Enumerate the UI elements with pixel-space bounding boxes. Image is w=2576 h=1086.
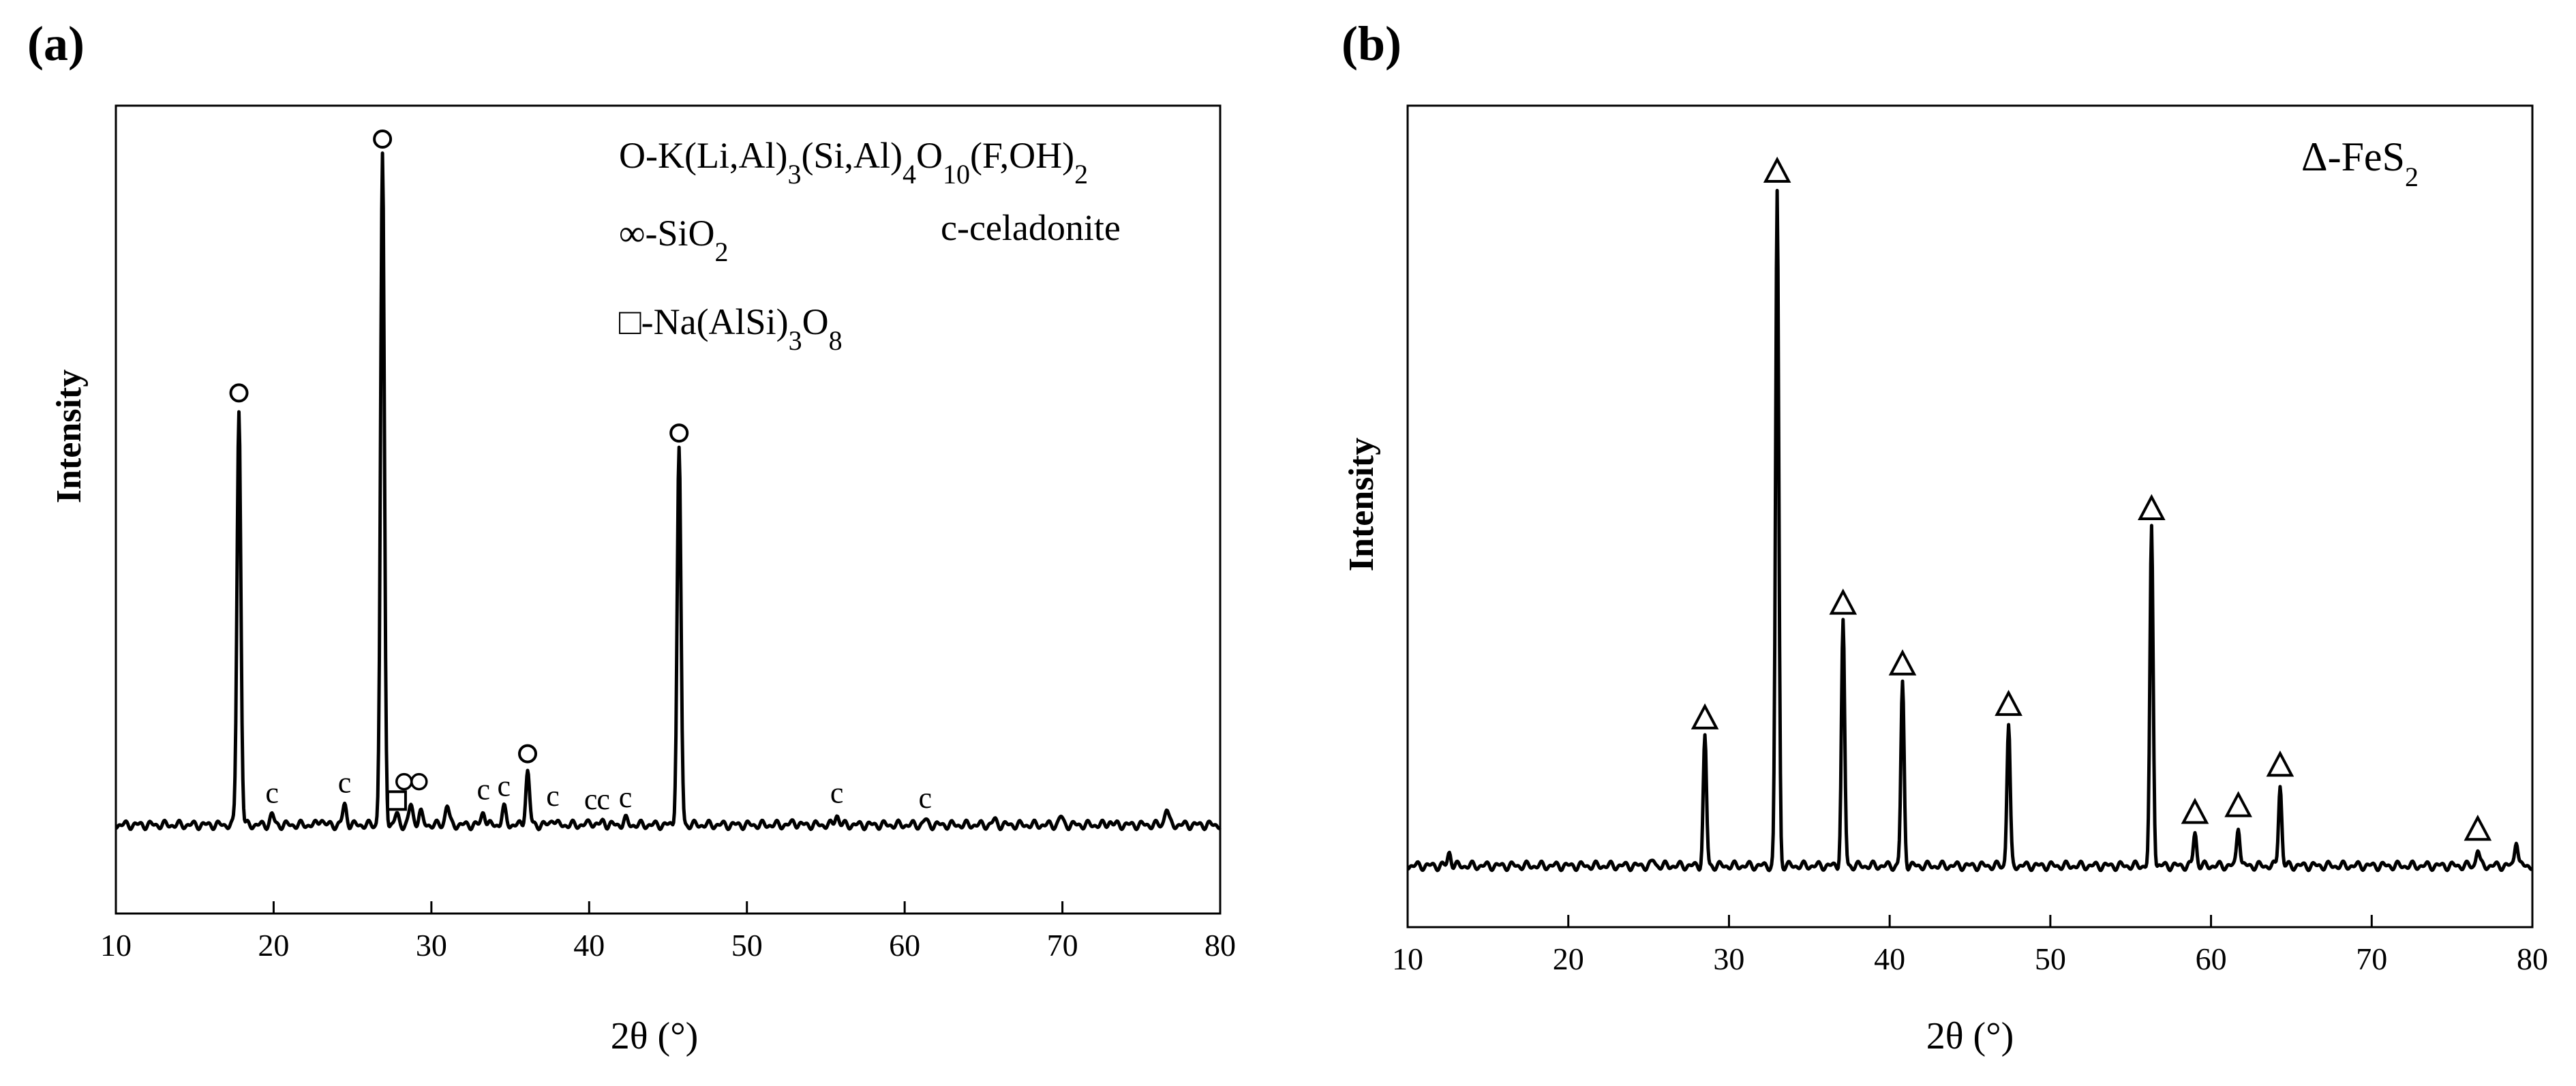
peak-marker-c: c bbox=[830, 776, 844, 809]
peak-marker-triangle bbox=[1995, 689, 2022, 717]
peak-marker-triangle bbox=[2181, 798, 2209, 824]
x-tick-label: 50 bbox=[731, 928, 763, 963]
peak-marker-circle bbox=[669, 423, 689, 443]
x-tick-label: 20 bbox=[258, 928, 289, 963]
peak-marker-triangle bbox=[2464, 814, 2492, 841]
x-tick-label: 40 bbox=[1874, 941, 1905, 976]
x-tick-label: 60 bbox=[889, 928, 920, 963]
peak-marker-c: c bbox=[584, 783, 598, 816]
panel-a-label: (a) bbox=[27, 16, 85, 71]
peak-marker-c: c bbox=[265, 776, 279, 809]
x-tick-label: 10 bbox=[1392, 941, 1423, 976]
peak-marker-c: c bbox=[338, 766, 352, 800]
peak-marker-triangle bbox=[1888, 649, 1917, 676]
peak-marker-square bbox=[386, 790, 407, 811]
panel-b-plot-frame bbox=[1406, 104, 2534, 929]
peak-marker-c: c bbox=[918, 781, 932, 815]
panel-a-legend: O-K(Li,Al)3(Si,Al)4O10(F,OH)2 ∞-SiO2 □-N… bbox=[619, 135, 1121, 356]
peak-marker-triangle bbox=[1763, 156, 1791, 183]
x-tick-label: 80 bbox=[1204, 928, 1236, 963]
peak-marker-double-circle bbox=[395, 772, 413, 791]
peak-marker-circle bbox=[229, 383, 249, 403]
panel-b-pattern-line bbox=[1406, 189, 2534, 873]
panel-b-x-axis-label: 2θ (°) bbox=[1926, 1015, 2014, 1057]
peak-marker-triangle bbox=[1829, 588, 1858, 615]
panel-a-pattern-line bbox=[115, 151, 1222, 832]
x-tick-label: 20 bbox=[1553, 941, 1584, 976]
peak-marker-c: c bbox=[476, 772, 490, 806]
legend-entry-sio2: ∞-SiO2 bbox=[619, 213, 729, 267]
peak-marker-c: c bbox=[619, 781, 633, 814]
x-tick-label: 40 bbox=[573, 928, 605, 963]
peak-marker-c: c bbox=[596, 783, 610, 816]
panel-b-x-ticks: 10 20 30 40 50 60 70 80 bbox=[1392, 915, 2548, 976]
peak-marker-circle bbox=[518, 744, 538, 764]
panel-b-label: (b) bbox=[1342, 16, 1401, 71]
panel-a-plot-frame bbox=[115, 104, 1222, 915]
peak-marker-circle bbox=[373, 130, 393, 149]
peak-marker-double-circle bbox=[410, 772, 428, 791]
x-tick-label: 70 bbox=[1047, 928, 1078, 963]
panel-a-x-axis-label: 2θ (°) bbox=[611, 1015, 699, 1057]
panel-b-peak-markers bbox=[1691, 156, 2492, 841]
legend-entry-celadonite: c-celadonite bbox=[941, 207, 1121, 248]
panel-b-y-axis-label: Intensity bbox=[1342, 438, 1381, 571]
x-tick-label: 80 bbox=[2517, 941, 2548, 976]
peak-marker-triangle bbox=[2138, 494, 2166, 520]
panel-a-peak-markers: c c c c c cc c c c bbox=[229, 130, 932, 816]
peak-marker-triangle bbox=[1691, 703, 1719, 729]
x-tick-label: 30 bbox=[1713, 941, 1744, 976]
legend-entry-albite: □-Na(AlSi)3O8 bbox=[619, 301, 843, 356]
x-tick-label: 50 bbox=[2035, 941, 2066, 976]
x-tick-label: 30 bbox=[416, 928, 447, 963]
peak-marker-triangle bbox=[2266, 750, 2294, 777]
panel-b: (b) 10 20 30 40 50 60 70 80 2θ (°) Intensity Δ-… bbox=[1342, 16, 2548, 1057]
panel-a-x-ticks: 10 20 30 40 50 60 70 80 bbox=[100, 901, 1236, 963]
legend-entry-fes2: Δ-FeS2 bbox=[2301, 134, 2419, 192]
panel-a-y-axis-label: Intensity bbox=[50, 369, 89, 503]
x-tick-label: 10 bbox=[100, 928, 132, 963]
x-tick-label: 60 bbox=[2196, 941, 2227, 976]
x-tick-label: 70 bbox=[2356, 941, 2387, 976]
peak-marker-c: c bbox=[498, 770, 511, 803]
legend-entry-mica: O-K(Li,Al)3(Si,Al)4O10(F,OH)2 bbox=[619, 135, 1088, 190]
peak-marker-triangle bbox=[2224, 791, 2252, 817]
peak-marker-c: c bbox=[546, 779, 560, 813]
